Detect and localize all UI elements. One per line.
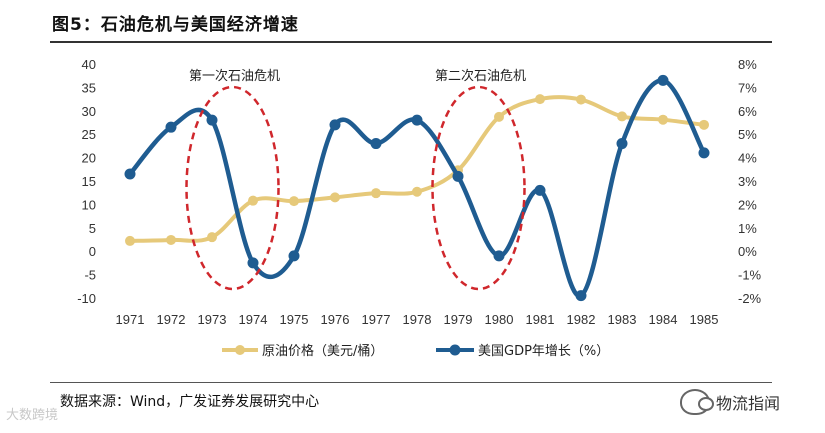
gdp-growth-point [329,119,341,131]
x-tick-label: 1981 [526,312,555,327]
gdp-growth-point [411,114,423,126]
oil-price-point [289,196,299,207]
watermark-left: 大数跨境 [6,408,59,423]
gdp-growth-line [128,78,706,298]
page-title: 图5：石油危机与美国经济增速 [52,15,299,35]
gdp-growth-point [124,168,136,180]
y-left-tick-label: -5 [84,268,96,283]
legend-oil-swatch-dot [235,345,245,355]
x-tick-label: 1977 [362,312,391,327]
oil-price-point [658,114,668,125]
x-tick-label: 1975 [280,312,309,327]
oil-price-point [617,111,627,122]
x-tick-label: 1984 [649,312,678,327]
x-tick-label: 1979 [444,312,473,327]
chart: -10 -5 0 5 10 15 20 25 30 35 40 -2% -1% 0% 1% 2% 3% 4% 5% 6… [77,57,762,359]
annotation-first-crisis-label: 第一次石油危机 [189,68,280,84]
y-left-tick-label: 40 [82,57,96,72]
gdp-growth-point [165,121,177,133]
legend-gdp-label: 美国GDP年增长（%） [478,344,609,359]
gdp-growth-point [288,250,300,262]
x-tick-label: 1973 [198,312,227,327]
oil-price-point [125,235,135,246]
y-right-tick-label: 2% [738,197,757,212]
gdp-growth-point [370,138,382,150]
x-tick-label: 1976 [321,312,350,327]
y-right-tick-label: 3% [738,174,757,189]
gdp-growth-point [493,250,505,262]
y-left-tick-label: 10 [82,197,96,212]
wechat-icon [680,389,714,415]
y-left-tick-label: 15 [82,174,96,189]
x-tick-label: 1982 [567,312,596,327]
oil-price-point [248,195,258,206]
gdp-growth-point [247,257,259,269]
oil-price-point [207,232,217,243]
legend-gdp-swatch-dot [449,344,461,356]
y-right-tick-label: 7% [738,80,757,95]
oil-price-point [330,192,340,203]
y-left-tick-label: 25 [82,127,96,142]
watermark-right: 物流指闻 [680,389,780,415]
oil-price-point [535,94,545,105]
annotation-second-crisis-ellipse [431,85,526,291]
x-tick-label: 1985 [690,312,719,327]
y-right-tick-label: -2% [738,291,762,306]
source-note: 数据来源：Wind，广发证券发展研究中心 [60,394,320,410]
y-right-tick-label: -1% [738,268,762,283]
gdp-growth-point [616,138,628,150]
y-right-tick-label: 1% [738,221,757,236]
x-tick-label: 1971 [116,312,145,327]
x-tick-label: 1972 [157,312,186,327]
oil-price-point [699,119,709,130]
y-left-tick-label: 5 [89,221,96,236]
y-right-tick-label: 6% [738,104,757,119]
gdp-growth-point [657,74,669,86]
y-left-tick-label: 30 [82,104,96,119]
gdp-growth-point [534,184,546,196]
annotation-second-crisis-label: 第二次石油危机 [435,68,526,84]
title-rule [50,41,772,43]
gdp-growth-point [452,170,464,182]
oil-price-point [576,94,586,105]
x-tick-label: 1974 [239,312,268,327]
x-tick-label: 1983 [608,312,637,327]
gdp-growth-point [206,114,218,126]
y-left-tick-label: 35 [82,80,96,95]
gdp-growth-point [698,147,710,159]
source-rule [50,382,772,383]
oil-price-point [494,111,504,122]
oil-price-point [371,188,381,199]
x-tick-label: 1980 [485,312,514,327]
oil-price-point [412,186,422,197]
y-right-tick-label: 4% [738,151,757,166]
watermark-right-text: 物流指闻 [716,394,781,413]
y-right-tick-label: 8% [738,57,757,72]
y-right-tick-label: 5% [738,127,757,142]
oil-price-point [166,234,176,245]
gdp-growth-point [575,290,587,302]
annotation-first-crisis-ellipse [185,85,280,291]
y-left-tick-label: 20 [82,151,96,166]
y-right-tick-label: 0% [738,244,757,259]
x-tick-label: 1978 [403,312,432,327]
y-left-tick-label: 0 [89,244,96,259]
y-left-tick-label: -10 [77,291,96,306]
legend-oil-label: 原油价格（美元/桶） [262,343,383,359]
